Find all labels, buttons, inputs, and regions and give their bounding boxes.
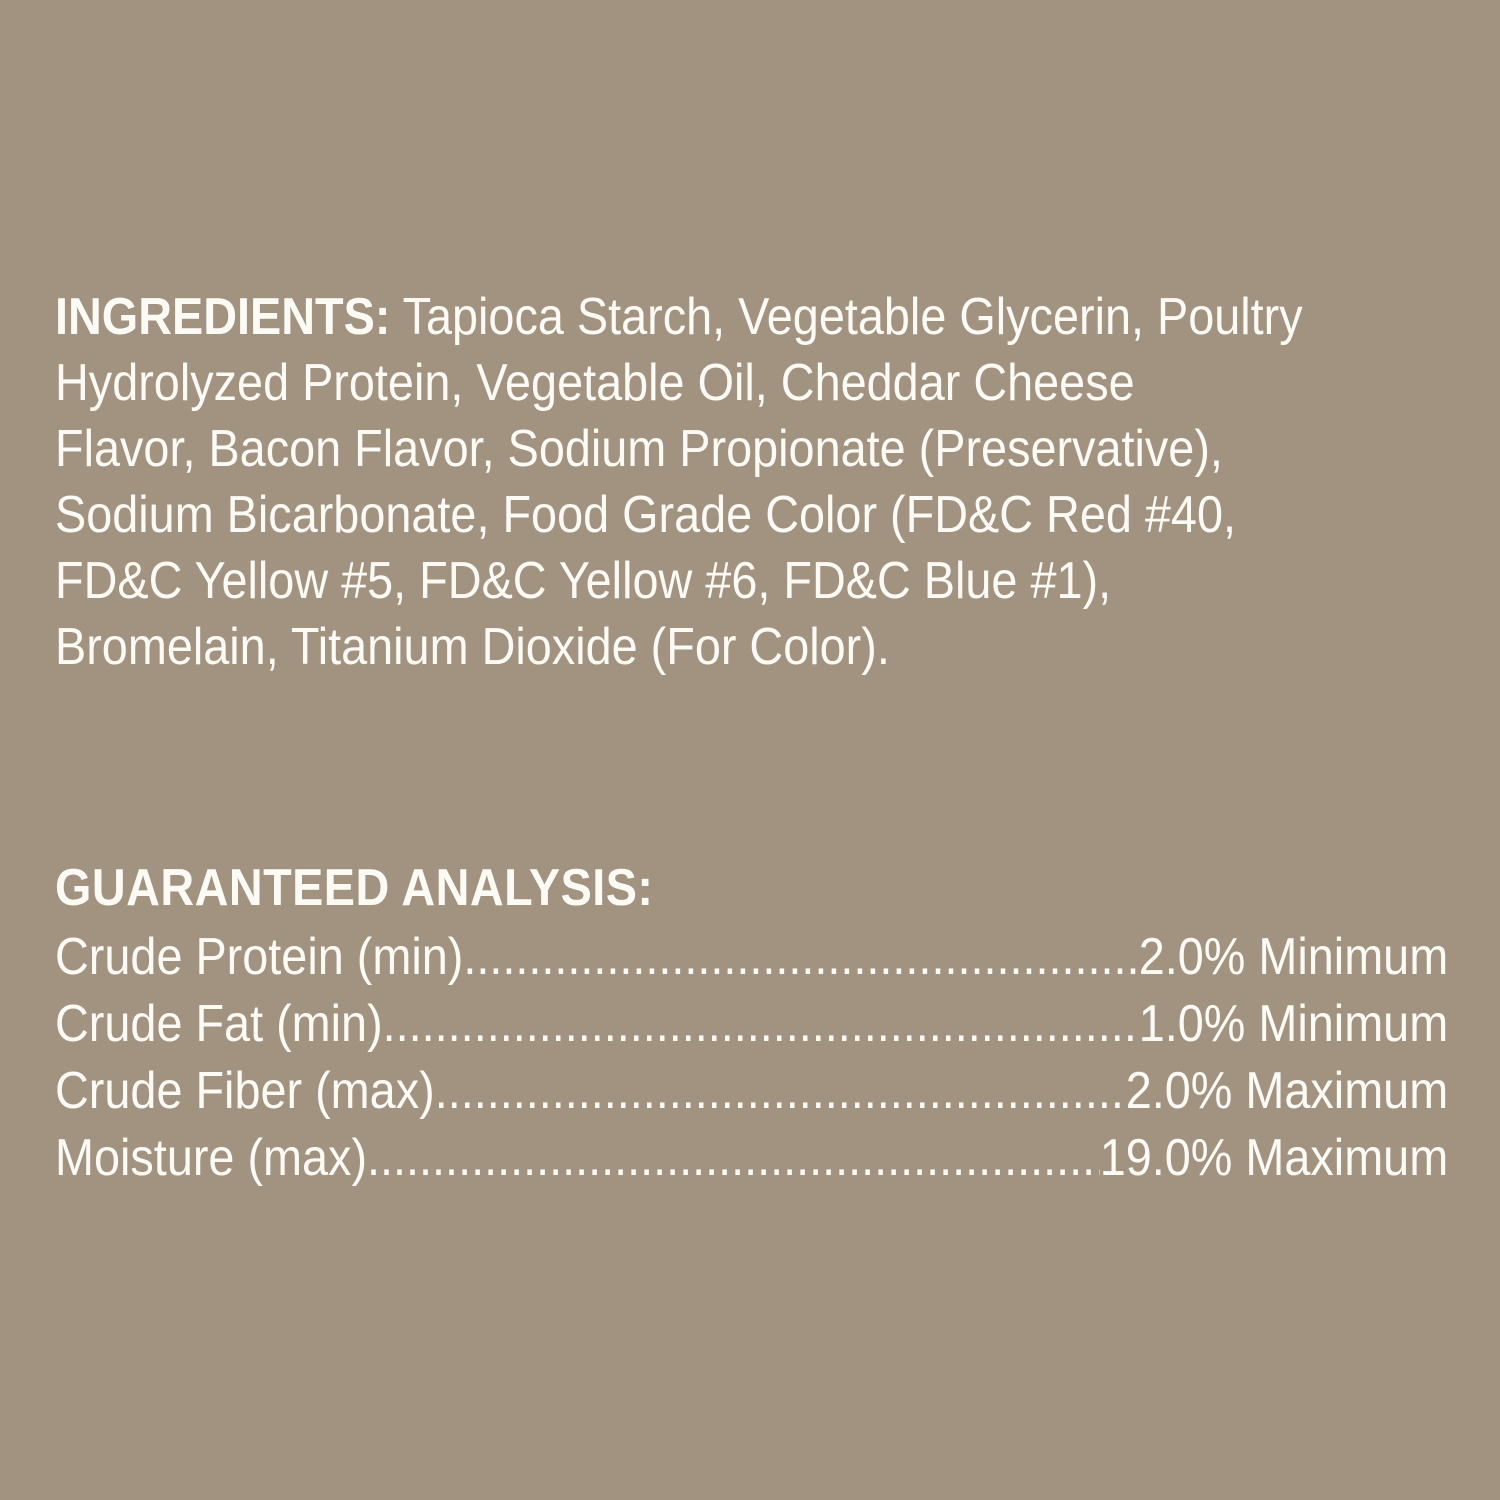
ingredients-line: INGREDIENTS: Tapioca Starch, Vegetable G… bbox=[55, 284, 1448, 350]
analysis-value: 2.0% Minimum bbox=[1138, 928, 1449, 986]
analysis-row-crude-fiber: Crude Fiber (max) ......................… bbox=[55, 1058, 1448, 1125]
analysis-row-moisture: Moisture (max) .........................… bbox=[55, 1125, 1448, 1192]
dot-leader: ........................................… bbox=[382, 995, 1139, 1053]
guaranteed-analysis-table: Crude Protein (min) ....................… bbox=[55, 924, 1448, 1192]
analysis-value: 19.0% Maximum bbox=[1099, 1129, 1449, 1187]
ingredients-text: Tapioca Starch, Vegetable Glycerin, Poul… bbox=[390, 288, 1303, 346]
analysis-label: Moisture (max) bbox=[55, 1129, 368, 1187]
analysis-label: Crude Fiber (max) bbox=[55, 1062, 435, 1120]
ingredients-line: Hydrolyzed Protein, Vegetable Oil, Chedd… bbox=[55, 354, 1135, 412]
analysis-row-crude-protein: Crude Protein (min) ....................… bbox=[55, 924, 1448, 991]
ingredients-line: Bromelain, Titanium Dioxide (For Color). bbox=[55, 618, 890, 676]
analysis-value: 1.0% Minimum bbox=[1138, 995, 1449, 1053]
ingredients-line: FD&C Yellow #5, FD&C Yellow #6, FD&C Blu… bbox=[55, 552, 1112, 610]
analysis-label: Crude Fat (min) bbox=[55, 995, 383, 1053]
ingredients-heading: INGREDIENTS: bbox=[55, 288, 391, 346]
analysis-row-crude-fat: Crude Fat (min) ........................… bbox=[55, 991, 1448, 1058]
dot-leader: ........................................… bbox=[367, 1129, 1100, 1187]
ingredients-line: Flavor, Bacon Flavor, Sodium Propionate … bbox=[55, 420, 1223, 478]
dot-leader: ........................................… bbox=[463, 928, 1139, 986]
dot-leader: ........................................… bbox=[434, 1062, 1126, 1120]
ingredients-line: Sodium Bicarbonate, Food Grade Color (FD… bbox=[55, 486, 1236, 544]
analysis-value: 2.0% Maximum bbox=[1125, 1062, 1449, 1120]
ingredients-section: INGREDIENTS: Tapioca Starch, Vegetable G… bbox=[55, 284, 1448, 680]
analysis-label: Crude Protein (min) bbox=[55, 928, 464, 986]
guaranteed-analysis-heading: GUARANTEED ANALYSIS: bbox=[55, 859, 654, 917]
